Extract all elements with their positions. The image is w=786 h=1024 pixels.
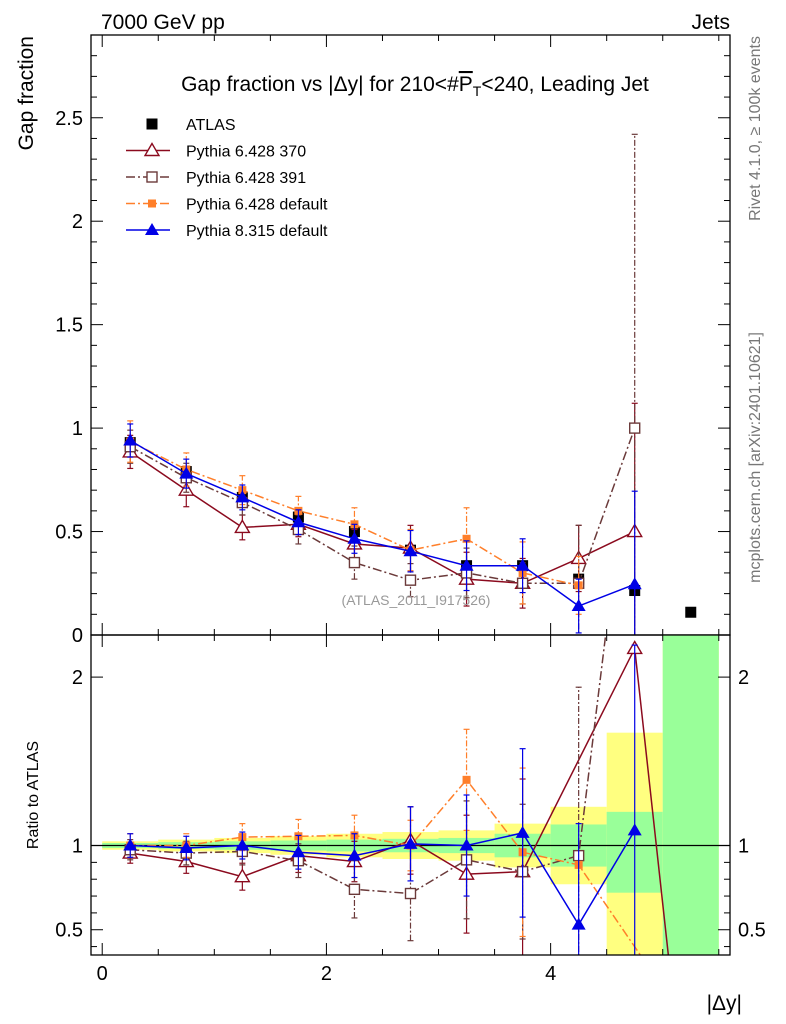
title-suffix: <240, Leading Jet	[481, 73, 649, 96]
ratio-point-p8def	[235, 838, 250, 851]
main-point-p8def	[179, 466, 194, 479]
main-point-p391	[348, 556, 361, 569]
ratio-xtick-label: 4	[545, 963, 556, 985]
main-ytick-label: 1.5	[55, 315, 83, 337]
ratio-ytick-label-right: 0.5	[738, 920, 766, 942]
ratio-frame	[90, 634, 731, 956]
main-ytick-label: 2	[72, 211, 83, 233]
ratio-ytick-label-right: 1	[738, 836, 749, 858]
main-point-p8def	[571, 599, 586, 612]
ratio-point-p8def	[291, 845, 306, 858]
main-ylabel: Gap fraction	[15, 36, 38, 150]
ratio-point-p8def	[403, 836, 418, 849]
main-point-p6def	[462, 534, 471, 543]
ratio-xtick-label: 0	[97, 963, 108, 985]
ratio-point-p370	[234, 868, 251, 883]
ratio-ylabel: Ratio to ATLAS	[25, 741, 42, 849]
ratio-point-p391	[404, 887, 417, 900]
main-ytick-label: 0	[72, 625, 83, 647]
main-panel: 0 0.5 1 1.5 2 2.5	[55, 34, 731, 647]
rivet-label: Rivet 4.1.0, ≥ 100k events	[747, 36, 764, 221]
main-point-p8def	[515, 558, 530, 571]
main-point-p8def	[403, 544, 418, 557]
ratio-point-p391	[348, 883, 361, 896]
ratio-line-p8def	[130, 829, 636, 927]
ratio-point-p8def	[459, 838, 474, 851]
plot-title: Gap fraction vs |Δy| for 210<#PT<240, Le…	[181, 73, 649, 99]
ratio-ytick-label: 2	[72, 667, 83, 689]
main-series-p370	[122, 402, 643, 635]
ratio-point-p8def	[515, 825, 530, 838]
legend-label-p6def: Pythia 6.428 default	[186, 197, 328, 214]
main-point-p8def	[459, 558, 474, 571]
legend-label-p370: Pythia 6.428 370	[186, 144, 306, 161]
main-point-atlas	[685, 606, 697, 618]
legend-label-atlas: ATLAS	[186, 117, 236, 134]
ratio-point-p8def	[571, 917, 586, 930]
legend-marker-p6def	[148, 199, 156, 208]
main-ytick-label: 2.5	[55, 108, 83, 130]
legend: ATLAS Pythia 6.428 370 Pythia 6.428 391 Pyt…	[126, 117, 328, 240]
legend-label-p8def: Pythia 8.315 default	[186, 223, 328, 240]
mcplots-label: mcplots.cern.ch [arXiv:2401.10621]	[747, 332, 764, 583]
ratio-line-p6def	[130, 778, 641, 955]
ratio-ytick-label-right: 2	[738, 667, 749, 689]
analysis-watermark: (ATLAS_2011_I917526)	[342, 592, 491, 608]
ratio-point-p6def	[462, 775, 471, 784]
main-series-p6def	[126, 420, 583, 615]
main-point-p391	[629, 422, 641, 434]
main-point-p8def	[123, 433, 138, 446]
ratio-line-p391	[130, 635, 607, 895]
main-point-p370	[234, 519, 251, 534]
main-ytick-label: 1	[72, 418, 83, 440]
ratio-series-p8def	[123, 644, 642, 955]
main-series-p8def	[123, 423, 642, 635]
main-line-p8def	[129, 439, 635, 607]
main-point-p8def	[291, 515, 306, 528]
ratio-xtick-label: 2	[321, 963, 332, 985]
ratio-panel: 0 2 4 0.5 0.5 1 1 2 2	[55, 634, 766, 985]
ratio-series-p370	[122, 640, 670, 955]
ratio-xlabel: |Δy|	[707, 992, 742, 1015]
main-point-p391	[404, 574, 417, 586]
process-label: Jets	[691, 11, 730, 34]
legend-marker-p8def	[145, 223, 159, 235]
main-line-p370	[129, 451, 636, 585]
ratio-band-inner	[662, 635, 719, 955]
main-ytick-label: 0.5	[55, 522, 83, 544]
main-line-p391	[129, 427, 636, 585]
main-point-p8def	[347, 531, 362, 544]
title-prefix: Gap fraction vs |Δy| for 210<#	[181, 73, 459, 96]
ratio-point-p8def	[347, 848, 362, 861]
ratio-point-p8def	[179, 841, 194, 854]
legend-label-p391: Pythia 6.428 391	[186, 170, 306, 187]
legend-marker-p391	[146, 171, 158, 183]
ratio-point-p8def	[627, 823, 642, 836]
ratio-ytick-label: 0.5	[55, 920, 83, 942]
legend-marker-p370	[143, 142, 161, 157]
legend-marker-atlas	[146, 118, 158, 130]
title-p: P	[459, 73, 473, 96]
energy-label: 7000 GeV pp	[101, 11, 225, 34]
ratio-point-p8def	[123, 838, 138, 851]
main-point-p8def	[627, 577, 642, 590]
title-sub: T	[473, 83, 482, 99]
ratio-ytick-label: 1	[72, 836, 83, 858]
main-point-p8def	[235, 490, 250, 503]
